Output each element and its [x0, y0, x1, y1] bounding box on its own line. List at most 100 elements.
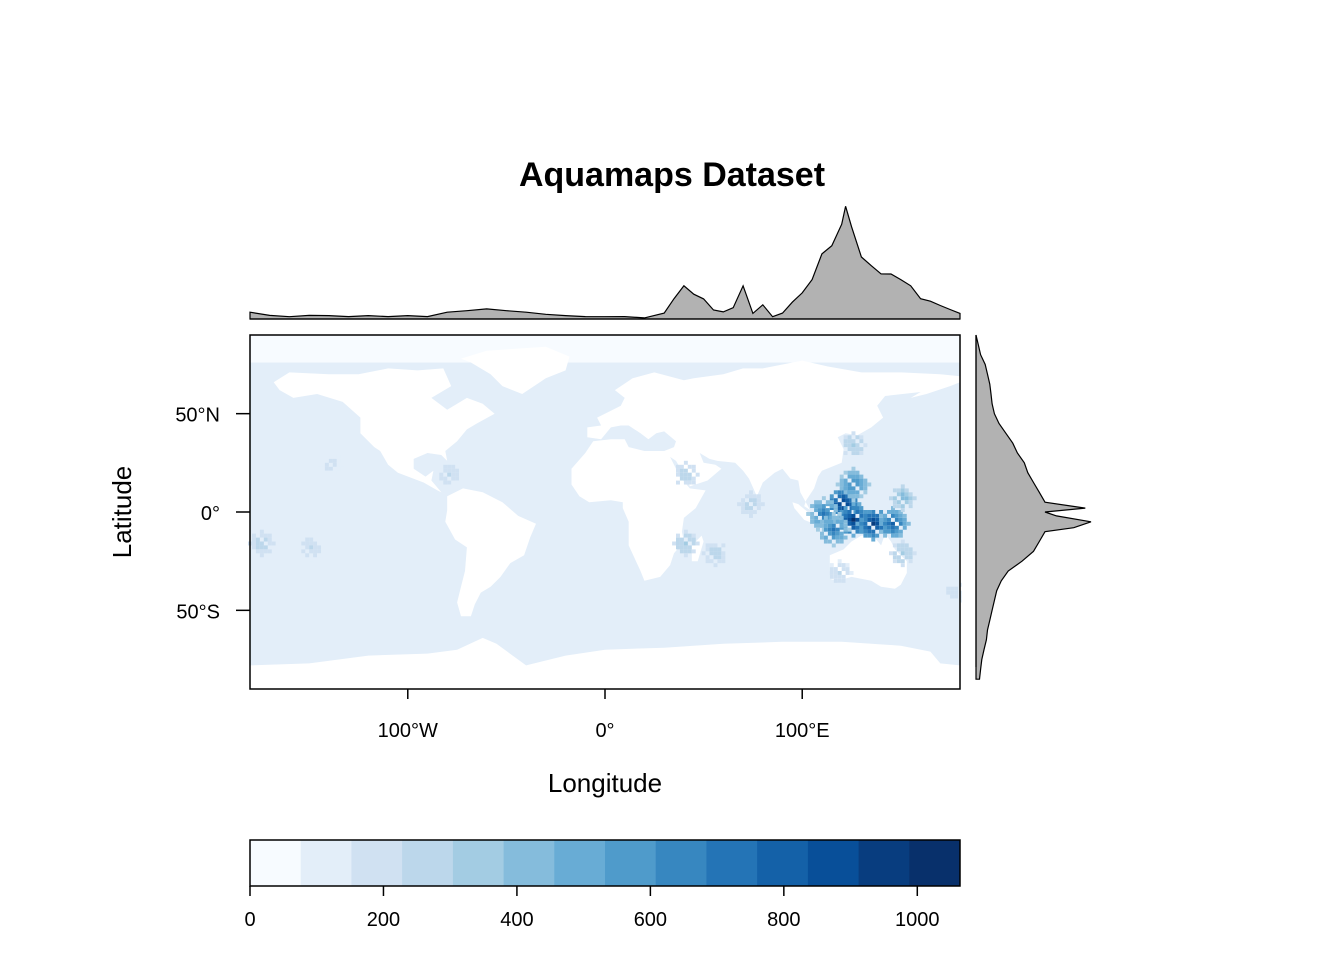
richness-cell — [859, 529, 864, 534]
richness-cell — [883, 513, 888, 518]
x-axis: 100°W 0° 100°E — [378, 689, 830, 742]
landmass-south-america — [445, 488, 536, 617]
richness-cell — [705, 559, 710, 564]
richness-cell — [859, 486, 864, 491]
richness-cell — [305, 537, 310, 542]
richness-cell — [676, 464, 680, 469]
richness-cell — [845, 571, 850, 575]
richness-cell — [875, 517, 880, 522]
richness-cell — [676, 545, 680, 550]
landmass-madagascar — [691, 535, 704, 562]
colorbar-tick-label: 400 — [500, 909, 533, 931]
richness-cell — [263, 533, 268, 538]
richness-cell — [741, 498, 746, 503]
richness-cell — [829, 571, 834, 575]
richness-cell — [904, 543, 909, 548]
richness-cell — [950, 586, 955, 591]
richness-cell — [455, 468, 460, 473]
richness-cell — [894, 510, 899, 514]
richness-cell — [879, 529, 884, 534]
richness-cell — [831, 512, 836, 516]
richness-cell — [843, 535, 848, 540]
richness-cell — [908, 555, 913, 560]
richness-cell — [324, 454, 329, 459]
richness-cell — [829, 500, 834, 505]
richness-cell — [435, 472, 440, 477]
richness-cell — [451, 472, 456, 477]
richness-cell — [760, 502, 765, 507]
richness-cell — [867, 533, 872, 538]
colorbar-swatch — [300, 840, 352, 886]
richness-cell — [263, 549, 268, 554]
richness-cell — [317, 537, 322, 542]
richness-cell — [683, 553, 688, 558]
richness-cell — [894, 513, 899, 518]
richness-cell — [745, 510, 749, 515]
richness-cell — [825, 519, 830, 524]
richness-cell — [259, 529, 264, 534]
richness-cell — [833, 578, 838, 583]
richness-cell — [267, 533, 272, 538]
richness-cell — [717, 547, 722, 552]
colorbar: 0 200 400 600 800 1000 — [244, 839, 961, 931]
richness-cell — [859, 510, 864, 514]
richness-cell — [837, 559, 842, 564]
richness-cell — [825, 508, 830, 513]
richness-cell — [829, 567, 834, 572]
richness-cell — [336, 458, 341, 463]
richness-cell — [833, 567, 838, 572]
richness-cell — [894, 529, 899, 534]
richness-cell — [820, 523, 824, 528]
richness-cell — [263, 537, 268, 542]
richness-cell — [328, 470, 333, 475]
richness-cell — [875, 533, 880, 538]
richness-cell — [839, 523, 844, 528]
richness-cell — [305, 553, 310, 558]
richness-cell — [908, 496, 913, 501]
colorbar-swatch — [402, 840, 454, 886]
richness-cell — [851, 525, 856, 530]
map-panel — [248, 334, 962, 690]
richness-cell — [859, 447, 864, 452]
richness-cell — [894, 525, 899, 530]
richness-cell — [340, 462, 345, 467]
richness-cell — [679, 549, 684, 554]
richness-cell — [709, 559, 714, 564]
richness-cell — [904, 496, 909, 501]
richness-cell — [841, 498, 846, 503]
richness-cell — [867, 510, 872, 514]
richness-cell — [679, 472, 684, 477]
richness-cell — [871, 533, 876, 538]
richness-cell — [825, 512, 830, 516]
richness-cell — [889, 551, 893, 556]
richness-cell — [908, 551, 913, 556]
richness-cell — [332, 454, 337, 459]
richness-cell — [823, 515, 828, 520]
colorbar-swatch — [351, 840, 403, 886]
richness-cell — [814, 508, 819, 513]
richness-cell — [843, 506, 848, 511]
richness-cell — [837, 506, 842, 511]
richness-cell — [443, 476, 448, 481]
colorbar-tick-label: 0 — [244, 909, 255, 931]
richness-cell — [950, 594, 955, 599]
richness-cell — [859, 435, 864, 440]
richness-cell — [825, 500, 830, 505]
richness-cell — [821, 496, 826, 501]
richness-cell — [810, 515, 815, 520]
richness-cell — [752, 510, 757, 515]
richness-cell — [709, 547, 714, 552]
richness-cell — [847, 527, 852, 532]
richness-cell — [321, 458, 325, 463]
richness-cell — [297, 545, 302, 550]
richness-cell — [837, 563, 842, 568]
richness-cell — [332, 458, 337, 463]
richness-cell — [891, 533, 895, 538]
richness-cell — [845, 490, 850, 495]
richness-cell — [259, 541, 264, 546]
richness-cell — [855, 482, 860, 487]
richness-cell — [904, 492, 909, 497]
richness-cell — [267, 537, 272, 542]
richness-cell — [887, 521, 891, 526]
richness-cell — [691, 549, 696, 554]
